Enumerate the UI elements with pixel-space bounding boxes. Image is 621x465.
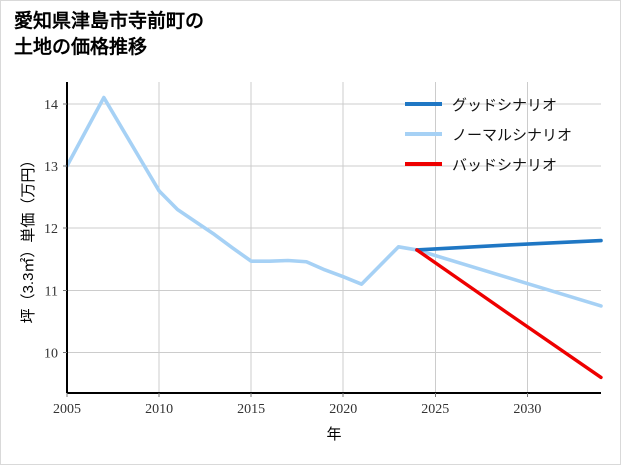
y-gridlines	[67, 103, 601, 354]
y-axis-title: 坪（3.3㎡）単価（万円）	[20, 153, 37, 324]
y-tick-label: 12	[44, 222, 58, 237]
series-lines	[65, 95, 603, 380]
x-tick-label: 2010	[145, 402, 173, 417]
x-tick-labels: 2005 2010 2015 2020 2025 2030	[53, 393, 541, 417]
y-tick-label: 10	[44, 347, 58, 362]
series-line-ノーマルシナリオ	[65, 95, 603, 308]
x-tick-label: 2025	[421, 402, 449, 417]
x-tick-label: 2005	[53, 402, 81, 417]
y-tick-label: 11	[45, 284, 58, 299]
legend-label-bad: バッドシナリオ	[452, 157, 557, 174]
y-tick-labels: 10 11 12 13 14	[44, 98, 67, 362]
x-tick-label: 2020	[329, 402, 357, 417]
y-tick-label: 14	[44, 98, 58, 113]
y-tick-label: 13	[44, 160, 58, 175]
axis-spines	[65, 82, 601, 395]
series-line-グッドシナリオ	[415, 238, 603, 252]
legend-label-good: グッドシナリオ	[452, 97, 557, 114]
x-tick-label: 2030	[513, 402, 541, 417]
legend-label-normal: ノーマルシナリオ	[452, 127, 572, 144]
page-title: 愛知県津島市寺前町の 土地の価格推移	[14, 11, 205, 58]
series-line-バッドシナリオ	[415, 248, 603, 380]
x-axis-title: 年	[326, 426, 341, 443]
x-tick-label: 2015	[237, 402, 265, 417]
